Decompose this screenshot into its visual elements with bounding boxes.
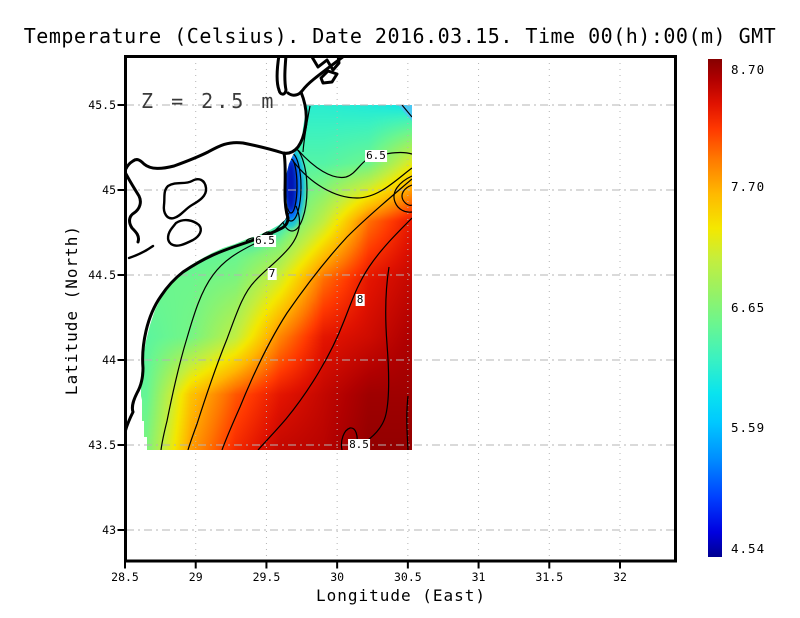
x-tick-label: 29 — [188, 570, 203, 584]
cold-core — [285, 160, 297, 212]
plot-frame — [124, 55, 677, 563]
contour-label: 6.5 — [254, 234, 276, 247]
field-overlays — [240, 105, 412, 251]
y-tick-label: 43 — [102, 523, 116, 537]
gridlines — [126, 57, 675, 561]
x-tick-label: 28.5 — [111, 570, 139, 584]
y-tick-label: 45 — [102, 183, 116, 197]
lagoon-lakes — [162, 178, 208, 220]
x-tick-label: 30.5 — [394, 570, 422, 584]
colorbar-tick-label: 6.65 — [731, 300, 766, 315]
y-tick-label: 44 — [102, 353, 116, 367]
axis-tickmarks — [117, 104, 622, 569]
contour-label: 7 — [267, 267, 277, 280]
coastline — [124, 55, 348, 443]
x-tick-label: 31 — [471, 570, 486, 584]
y-axis-title: Latitude (North) — [62, 224, 81, 396]
y-tick-label: 43.5 — [88, 438, 116, 452]
x-tick-label: 32 — [613, 570, 627, 584]
colorbar-tick-label: 4.54 — [731, 541, 766, 556]
y-tick-label: 44.5 — [88, 268, 116, 282]
colorbar-tick-label: 5.59 — [731, 420, 766, 435]
contour-label: 8.5 — [348, 438, 370, 451]
chart-title: Temperature (Celsius). Date 2016.03.15. … — [23, 24, 777, 48]
contour-label: 6.5 — [365, 149, 387, 162]
depth-annotation: Z = 2.5 m — [141, 89, 277, 113]
y-tick-label: 45.5 — [88, 98, 116, 112]
colorbar-tick-label: 8.70 — [731, 62, 766, 77]
x-tick-label: 30 — [330, 570, 345, 584]
contour-label: 8 — [355, 293, 365, 306]
x-axis-title: Longitude (East) — [315, 586, 487, 605]
colorbar-tick-label: 7.70 — [731, 179, 766, 194]
colorbar — [708, 59, 722, 557]
x-tick-label: 31.5 — [535, 570, 564, 584]
x-tick-label: 29.5 — [252, 570, 281, 584]
